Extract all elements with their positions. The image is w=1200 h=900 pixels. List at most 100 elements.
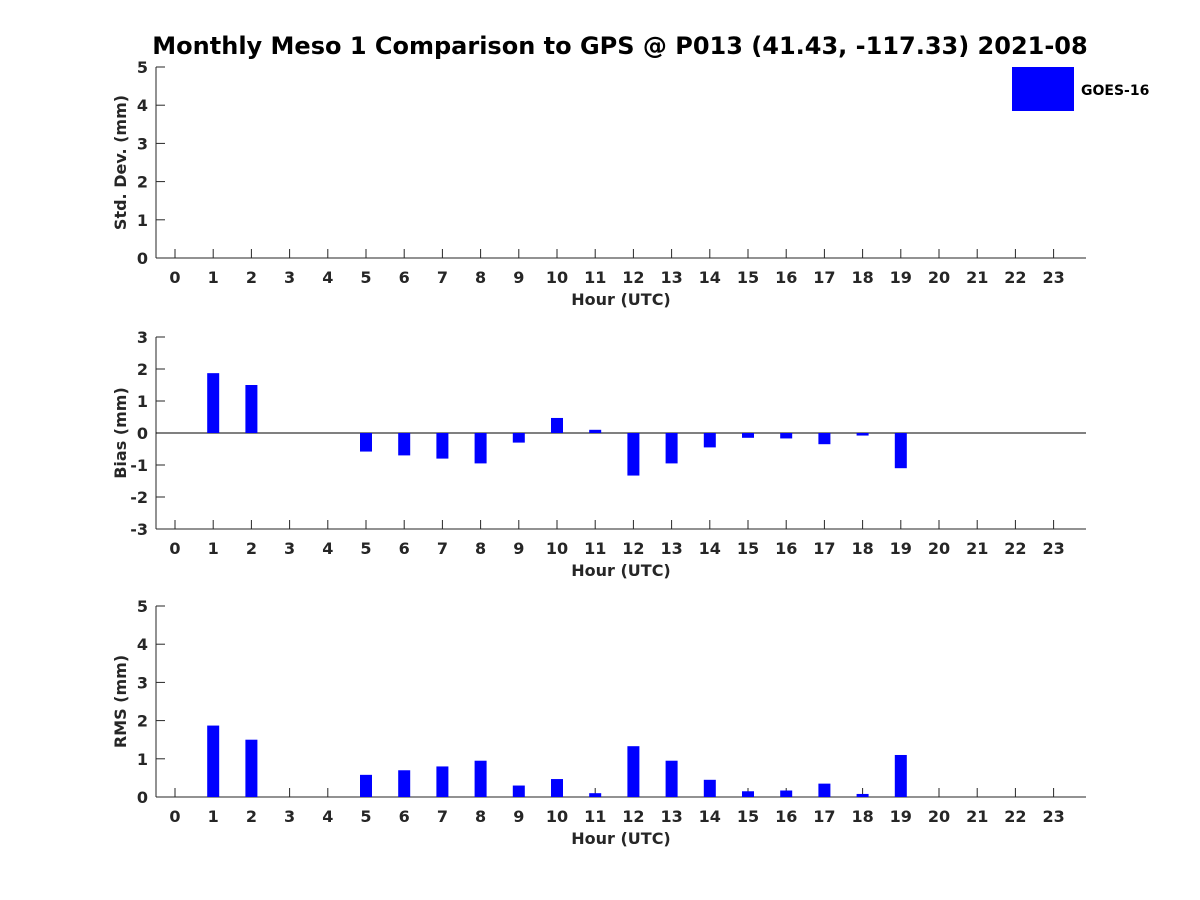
x-tick-label: 16 xyxy=(775,268,797,287)
y-tick-label: 0 xyxy=(137,424,148,443)
x-tick-label: 17 xyxy=(813,539,835,558)
x-tick-label: 21 xyxy=(966,807,988,826)
x-tick-label: 20 xyxy=(928,268,950,287)
bar-hour-9 xyxy=(512,433,525,443)
y-tick-label: 0 xyxy=(137,249,148,268)
x-tick-label: 5 xyxy=(360,268,371,287)
bar-hour-1 xyxy=(207,725,220,797)
bar-hour-10 xyxy=(551,779,563,797)
x-tick-label: 16 xyxy=(775,807,797,826)
bar-hour-9 xyxy=(512,785,525,797)
x-tick-label: 13 xyxy=(660,268,682,287)
x-axis-label: Hour (UTC) xyxy=(571,561,671,580)
x-tick-label: 9 xyxy=(513,539,524,558)
x-tick-label: 8 xyxy=(475,807,486,826)
x-axis-label: Hour (UTC) xyxy=(571,290,671,309)
x-tick-label: 23 xyxy=(1042,807,1064,826)
x-tick-label: 0 xyxy=(169,807,180,826)
y-tick-label: 0 xyxy=(137,788,148,807)
legend-swatch xyxy=(1012,67,1074,111)
x-tick-label: 23 xyxy=(1042,539,1064,558)
x-tick-label: 15 xyxy=(737,268,759,287)
x-tick-label: 1 xyxy=(208,539,219,558)
x-tick-label: 9 xyxy=(513,268,524,287)
y-tick-label: 5 xyxy=(137,58,148,77)
x-axis-label: Hour (UTC) xyxy=(571,829,671,848)
x-tick-label: 7 xyxy=(437,539,448,558)
x-tick-label: 19 xyxy=(890,268,912,287)
x-tick-label: 21 xyxy=(966,268,988,287)
x-tick-label: 2 xyxy=(246,807,257,826)
x-tick-label: 18 xyxy=(851,268,873,287)
bar-hour-10 xyxy=(551,417,563,433)
x-tick-label: 6 xyxy=(399,807,410,826)
x-tick-label: 15 xyxy=(737,539,759,558)
bar-hour-2 xyxy=(245,739,258,797)
x-tick-label: 8 xyxy=(475,539,486,558)
bar-hour-11 xyxy=(589,429,602,433)
bar-hour-14 xyxy=(703,779,716,797)
bar-hour-15 xyxy=(742,791,754,797)
bar-hour-15 xyxy=(742,433,754,438)
x-tick-label: 3 xyxy=(284,807,295,826)
x-tick-label: 11 xyxy=(584,807,606,826)
x-tick-label: 22 xyxy=(1004,807,1026,826)
y-axis-label: Bias (mm) xyxy=(111,387,130,479)
x-tick-label: 20 xyxy=(928,539,950,558)
y-tick-label: 2 xyxy=(137,712,148,731)
x-tick-label: 10 xyxy=(546,807,568,826)
y-tick-label: 3 xyxy=(137,328,148,347)
x-tick-label: 4 xyxy=(322,807,333,826)
x-tick-label: 18 xyxy=(851,539,873,558)
legend: GOES-16 xyxy=(1012,67,1149,111)
x-tick-label: 6 xyxy=(399,268,410,287)
y-tick-label: -3 xyxy=(130,520,148,539)
bar-hour-14 xyxy=(703,433,716,448)
bar-hour-11 xyxy=(589,793,602,797)
bar-hour-12 xyxy=(627,746,640,797)
bar-hour-19 xyxy=(894,433,907,469)
bar-hour-18 xyxy=(856,793,869,797)
x-tick-label: 1 xyxy=(208,268,219,287)
y-tick-label: 2 xyxy=(137,173,148,192)
y-axis-label: RMS (mm) xyxy=(111,655,130,748)
x-tick-label: 17 xyxy=(813,807,835,826)
x-tick-label: 13 xyxy=(660,539,682,558)
y-tick-label: 2 xyxy=(137,360,148,379)
bar-hour-7 xyxy=(436,433,449,459)
x-tick-label: 10 xyxy=(546,268,568,287)
x-tick-label: 2 xyxy=(246,268,257,287)
x-tick-label: 2 xyxy=(246,539,257,558)
y-tick-label: 3 xyxy=(137,134,148,153)
x-tick-label: 12 xyxy=(622,807,644,826)
x-tick-label: 4 xyxy=(322,268,333,287)
x-tick-label: 12 xyxy=(622,268,644,287)
x-tick-label: 7 xyxy=(437,268,448,287)
bar-hour-17 xyxy=(818,433,831,445)
bar-hour-8 xyxy=(474,433,487,464)
bar-hour-16 xyxy=(780,790,793,797)
x-tick-label: 11 xyxy=(584,539,606,558)
y-tick-label: 4 xyxy=(137,635,148,654)
x-tick-label: 23 xyxy=(1042,268,1064,287)
x-tick-label: 4 xyxy=(322,539,333,558)
x-tick-label: 10 xyxy=(546,539,568,558)
x-tick-label: 3 xyxy=(284,539,295,558)
bar-hour-16 xyxy=(780,433,793,439)
bar-hour-12 xyxy=(627,433,640,476)
x-tick-label: 15 xyxy=(737,807,759,826)
x-tick-label: 3 xyxy=(284,268,295,287)
y-tick-label: 1 xyxy=(137,392,148,411)
bar-hour-8 xyxy=(474,760,487,797)
x-tick-label: 20 xyxy=(928,807,950,826)
bar-hour-17 xyxy=(818,783,831,797)
x-tick-label: 22 xyxy=(1004,539,1026,558)
x-tick-label: 5 xyxy=(360,539,371,558)
x-tick-label: 7 xyxy=(437,807,448,826)
x-tick-label: 11 xyxy=(584,268,606,287)
y-tick-label: 5 xyxy=(137,597,148,616)
x-tick-label: 8 xyxy=(475,268,486,287)
